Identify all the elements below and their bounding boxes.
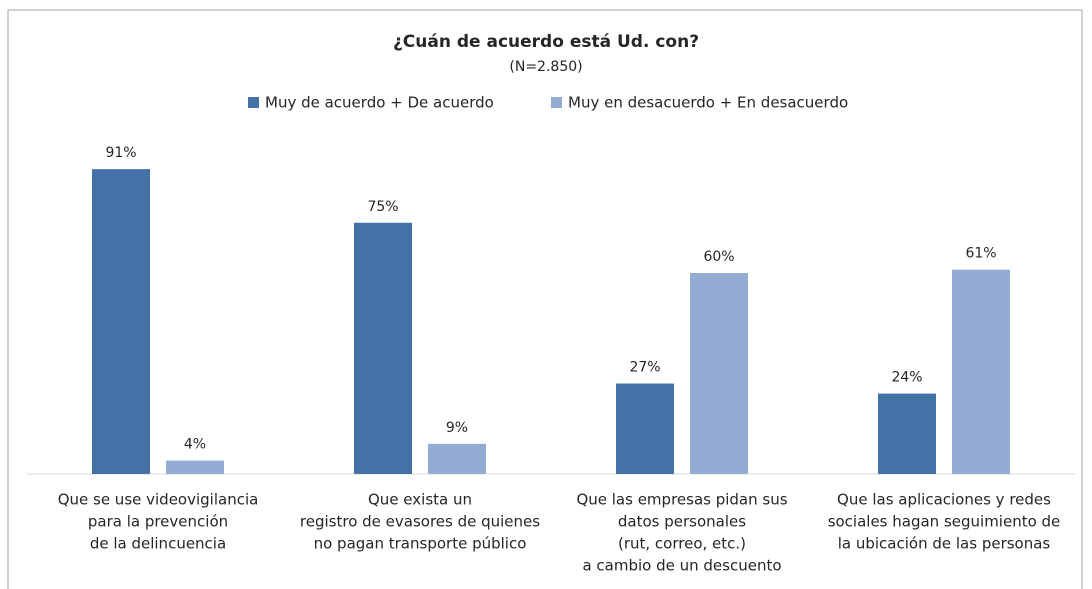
data-label: 60% <box>703 249 734 265</box>
x-tick-label: Que se use videovigilancia <box>58 491 259 509</box>
x-tick-label: a cambio de un descuento <box>582 557 781 575</box>
x-tick-label: datos personales <box>618 513 746 531</box>
data-label: 4% <box>184 437 206 453</box>
data-label: 24% <box>891 370 922 386</box>
bar <box>428 443 486 474</box>
chart-frame <box>7 9 1083 589</box>
data-label: 91% <box>105 145 136 161</box>
data-label: 61% <box>965 246 996 262</box>
legend-label: Muy de acuerdo + De acuerdo <box>265 94 494 112</box>
chart-title: ¿Cuán de acuerdo está Ud. con? <box>393 32 699 52</box>
bar <box>616 383 674 474</box>
x-tick-label: de la delincuencia <box>90 535 226 553</box>
x-tick-label: la ubicación de las personas <box>838 535 1051 553</box>
x-tick-label: no pagan transporte público <box>314 535 527 553</box>
bar <box>92 169 150 474</box>
bar <box>166 460 224 474</box>
x-tick-label: sociales hagan seguimiento de <box>828 513 1061 531</box>
x-tick-label: Que las aplicaciones y redes <box>837 491 1051 509</box>
legend-label: Muy en desacuerdo + En desacuerdo <box>568 94 848 112</box>
x-tick-label: registro de evasores de quienes <box>300 513 540 531</box>
x-tick-label: Que exista un <box>368 491 472 509</box>
data-label: 27% <box>629 360 660 376</box>
bar <box>690 273 748 474</box>
x-tick-label: Que las empresas pidan sus <box>576 491 787 509</box>
data-label: 9% <box>446 420 468 436</box>
bar <box>952 269 1010 474</box>
x-tick-label: para la prevención <box>88 513 228 531</box>
chart-subtitle: (N=2.850) <box>509 59 582 75</box>
x-tick-label: (rut, correo, etc.) <box>618 535 746 553</box>
bar <box>878 393 936 474</box>
legend-swatch <box>551 97 562 108</box>
bar <box>354 222 412 474</box>
legend-swatch <box>248 97 259 108</box>
data-label: 75% <box>367 199 398 215</box>
